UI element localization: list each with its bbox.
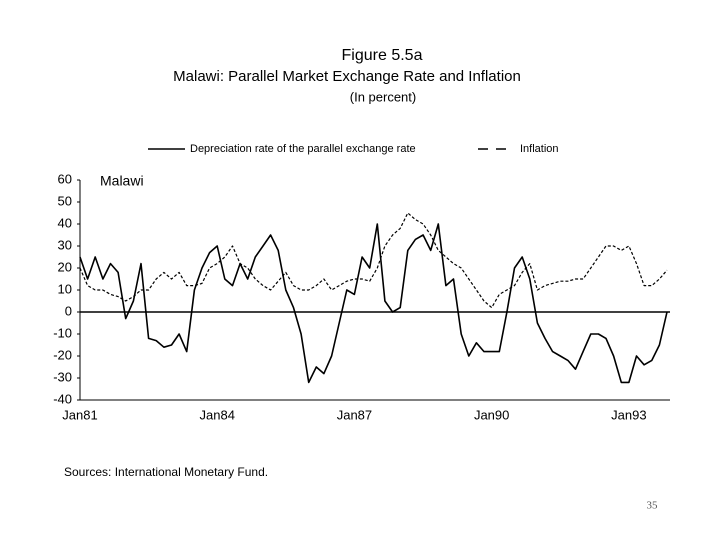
series-line [79,223,668,384]
chart-title: Figure 5.5a [342,47,423,64]
x-tick-label: Jan87 [337,407,372,422]
y-tick-label: -20 [53,347,72,362]
page-number: 35 [647,500,659,512]
y-tick-label: 40 [58,215,72,230]
y-tick-label: 10 [58,281,72,296]
x-tick-label: Jan93 [611,407,646,422]
chart-subtitle: Malawi: Parallel Market Exchange Rate an… [173,68,521,85]
x-tick-label: Jan90 [474,407,509,422]
y-tick-label: -10 [53,325,72,340]
unit-note: (In percent) [350,89,416,104]
y-tick-label: 0 [65,303,72,318]
series-line [79,212,668,309]
y-tick-label: -40 [53,391,72,406]
panel-label: Malawi [100,173,144,189]
legend-label: Depreciation rate of the parallel exchan… [190,143,416,155]
y-tick-label: 60 [58,171,72,186]
x-tick-label: Jan84 [200,407,235,422]
legend-label: Inflation [520,143,559,155]
y-tick-label: 50 [58,193,72,208]
y-tick-label: -30 [53,369,72,384]
source-note: Sources: International Monetary Fund. [64,465,268,479]
y-tick-label: 20 [58,259,72,274]
y-tick-label: 30 [58,237,72,252]
x-tick-label: Jan81 [62,407,97,422]
